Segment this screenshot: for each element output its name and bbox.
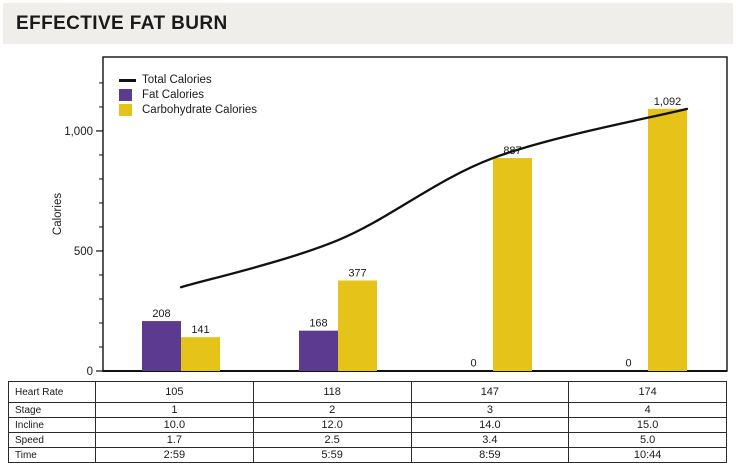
legend-color-swatch-fat bbox=[119, 89, 137, 101]
bar-value-label: 377 bbox=[348, 267, 366, 279]
fat-calories-bar bbox=[142, 321, 181, 371]
legend-label: Carbohydrate Calories bbox=[142, 104, 258, 116]
cell: 174 bbox=[568, 381, 727, 403]
bar-value-label: 141 bbox=[191, 324, 209, 336]
cell: 1 bbox=[95, 402, 254, 418]
legend-color-swatch-carb bbox=[119, 104, 137, 116]
cell: 2.5 bbox=[252, 432, 412, 448]
legend-label: Total Calories bbox=[142, 74, 212, 86]
carb-calories-bar bbox=[648, 108, 687, 371]
cell: 105 bbox=[95, 381, 254, 403]
cell: 15.0 bbox=[568, 417, 727, 433]
carb-calories-bar bbox=[181, 337, 220, 371]
row-label: Incline bbox=[8, 417, 96, 433]
row-label: Stage bbox=[8, 402, 96, 418]
fat-burn-chart: 0 500 1,000 Calories 208 141 168 377 0 887 0 1,092 … bbox=[0, 44, 736, 381]
cell: 12.0 bbox=[252, 417, 412, 433]
carb-calories-bar bbox=[493, 158, 532, 371]
cell: 3.4 bbox=[410, 432, 570, 448]
legend-label: Fat Calories bbox=[142, 89, 204, 101]
carb-calories-bar bbox=[338, 280, 377, 371]
stage-summary-table: Heart Rate 105 118 147 174 Stage 1 2 3 4 Incline 10… bbox=[8, 381, 727, 463]
cell: 2:59 bbox=[95, 447, 254, 463]
legend-item-fat-calories: Fat Calories bbox=[119, 88, 257, 102]
cell: 2 bbox=[252, 402, 412, 418]
legend-line-swatch bbox=[119, 78, 137, 82]
cell: 4 bbox=[568, 402, 727, 418]
cell: 10:44 bbox=[568, 447, 727, 463]
y-axis-tick-label: 1,000 bbox=[64, 126, 93, 138]
cell: 8:59 bbox=[410, 447, 570, 463]
fat-calories-bar bbox=[299, 330, 338, 371]
bar-value-label: 0 bbox=[625, 358, 631, 370]
page-title: EFFECTIVE FAT BURN bbox=[16, 12, 228, 34]
cell: 118 bbox=[252, 381, 412, 403]
y-axis-tick-label: 0 bbox=[87, 366, 93, 378]
table-row: Time 2:59 5:59 8:59 10:44 bbox=[8, 447, 727, 463]
cell: 5:59 bbox=[252, 447, 412, 463]
cell: 5.0 bbox=[568, 432, 727, 448]
legend-item-carbohydrate-calories: Carbohydrate Calories bbox=[119, 103, 257, 117]
chart-legend: Total Calories Fat Calories Carbohydrate… bbox=[119, 73, 257, 118]
stage-summary-table-body: Heart Rate 105 118 147 174 Stage 1 2 3 4 Incline 10… bbox=[8, 381, 727, 463]
header: EFFECTIVE FAT BURN bbox=[3, 3, 733, 44]
y-axis-tick-label: 500 bbox=[74, 246, 93, 258]
row-label: Speed bbox=[8, 432, 96, 448]
table-row: Stage 1 2 3 4 bbox=[8, 402, 727, 418]
table-row: Speed 1.7 2.5 3.4 5.0 bbox=[8, 432, 727, 448]
row-label: Time bbox=[8, 447, 96, 463]
bar-value-label: 1,092 bbox=[654, 96, 682, 108]
cell: 10.0 bbox=[95, 417, 254, 433]
cell: 14.0 bbox=[410, 417, 570, 433]
cell: 3 bbox=[410, 402, 570, 418]
cell: 147 bbox=[410, 381, 570, 403]
bar-value-label: 208 bbox=[152, 308, 170, 320]
table-row: Incline 10.0 12.0 14.0 15.0 bbox=[8, 417, 727, 433]
bar-value-label: 168 bbox=[309, 318, 327, 330]
y-axis-title: Calories bbox=[52, 193, 64, 235]
row-label: Heart Rate bbox=[8, 381, 96, 403]
cell: 1.7 bbox=[95, 432, 254, 448]
legend-item-total-calories: Total Calories bbox=[119, 73, 257, 87]
table-row: Heart Rate 105 118 147 174 bbox=[8, 381, 727, 403]
total-calories-line bbox=[179, 107, 689, 289]
bar-value-label: 0 bbox=[470, 358, 476, 370]
